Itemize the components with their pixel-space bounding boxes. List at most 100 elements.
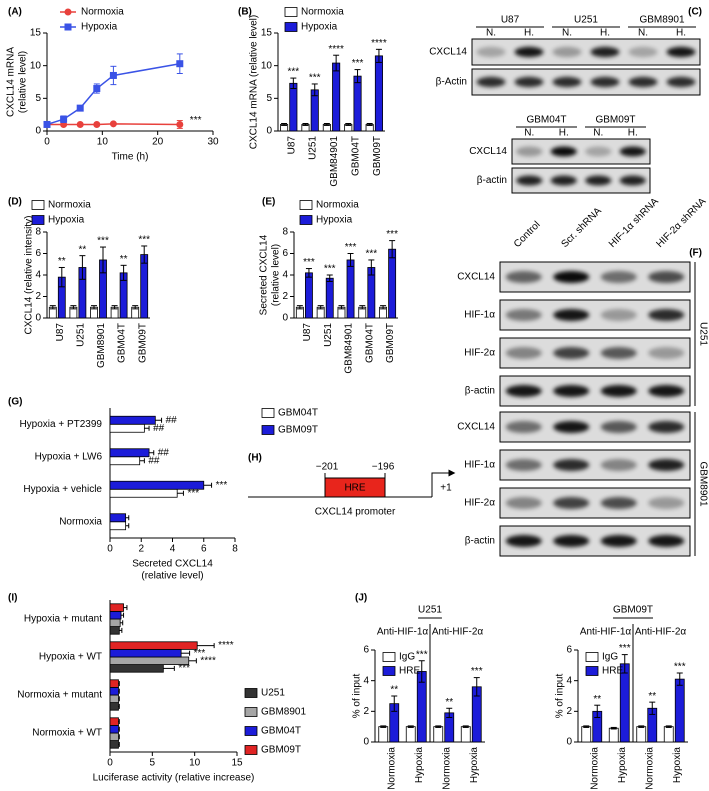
legend-swatch xyxy=(261,425,275,435)
x-tick-label: 5 xyxy=(150,758,156,769)
legend-label: GBM8901 xyxy=(261,707,306,718)
x-tick-label: U87 xyxy=(286,136,297,155)
blot-band xyxy=(553,309,590,321)
bar xyxy=(636,726,647,743)
lane-label: H. xyxy=(559,128,569,139)
significance: *** xyxy=(619,643,631,654)
bar xyxy=(353,75,362,132)
blot-band xyxy=(628,46,658,58)
row-label: CXCL14 xyxy=(457,272,495,283)
legend-swatch xyxy=(244,707,258,717)
legend-swatch xyxy=(585,652,599,662)
legend-swatch xyxy=(244,745,258,755)
y-tick-label: 5 xyxy=(35,93,41,104)
bar xyxy=(388,248,397,319)
y-axis-label: (relative level) xyxy=(18,51,29,113)
blot-band xyxy=(648,459,685,471)
row-label: HIF-1α xyxy=(464,460,495,471)
legend-label: Normoxia xyxy=(81,7,124,18)
bar xyxy=(109,603,124,612)
blot-band xyxy=(505,271,542,283)
legend-label: HRE xyxy=(602,666,623,677)
significance: *** xyxy=(345,242,357,253)
y-axis-label: % of input xyxy=(352,674,363,719)
legend-swatch xyxy=(284,7,298,17)
panel-label: (C) xyxy=(688,7,702,18)
x-tick-label: U251 xyxy=(308,136,319,160)
significance: ## xyxy=(153,423,165,434)
blot-band xyxy=(553,421,590,433)
cell-line-label: GBM04T xyxy=(526,115,566,126)
significance: ** xyxy=(79,244,87,255)
blot-band xyxy=(600,347,637,359)
promoter-label: CXCL14 promoter xyxy=(315,507,396,518)
blot-band xyxy=(648,421,685,433)
cell-line-label: U87 xyxy=(501,15,520,26)
data-point xyxy=(93,120,101,128)
y-tick-label: 15 xyxy=(261,28,273,39)
significance: ** xyxy=(120,254,128,265)
significance: **** xyxy=(371,38,387,49)
row-label: HIF-1α xyxy=(464,310,495,321)
bar xyxy=(109,456,141,466)
x-tick-label: 6 xyxy=(201,544,207,555)
x-tick-label: Hypoxia xyxy=(469,747,480,784)
legend-label: GBM04T xyxy=(261,726,301,737)
legend-label: HRE xyxy=(399,666,420,677)
x-tick-label: U87 xyxy=(302,323,313,342)
bar xyxy=(460,726,471,743)
significance: *** xyxy=(187,488,199,499)
lane-label: HIF-1α shRNA xyxy=(607,196,661,250)
x-tick-label: U251 xyxy=(323,323,334,347)
y-tick-label: 4 xyxy=(566,675,572,686)
blot-band xyxy=(600,535,637,547)
blot-band xyxy=(648,535,685,547)
bar xyxy=(304,272,313,319)
row-label: HIF-2α xyxy=(464,498,495,509)
bar xyxy=(374,55,383,132)
x-tick-label: GBM84901 xyxy=(329,136,340,187)
y-tick-label: 8 xyxy=(282,227,288,238)
blot-band xyxy=(666,46,696,58)
bar xyxy=(378,726,389,743)
blot-band xyxy=(619,175,646,186)
y-tick-label: 2 xyxy=(282,291,288,302)
x-tick-label: Hypoxia xyxy=(617,747,628,784)
lane-label: N. xyxy=(486,28,496,39)
bar xyxy=(109,732,119,741)
blot-band xyxy=(619,146,646,157)
legend-label: Hypoxia xyxy=(48,215,85,226)
x-tick-label: GBM84901 xyxy=(344,323,355,374)
bar xyxy=(346,259,355,319)
x-tick-label: 20 xyxy=(152,137,164,148)
row-label: β-actin xyxy=(465,536,495,547)
x-tick-label: 0 xyxy=(107,544,113,555)
panel-label: (H) xyxy=(248,453,262,464)
significance: *** xyxy=(309,73,321,84)
legend-label: IgG xyxy=(602,652,618,663)
x-axis-label: Luciferase activity (relative increase) xyxy=(93,773,255,784)
lane-label: HIF-2α shRNA xyxy=(654,196,708,250)
significance: ** xyxy=(58,256,66,267)
y-tick-label: 8 xyxy=(35,227,41,238)
blot-strip xyxy=(471,68,701,96)
y-axis-label: Secreted CXCL14 xyxy=(259,234,270,315)
x-tick-label: 2 xyxy=(138,544,144,555)
significance: *** xyxy=(303,257,315,268)
bar xyxy=(109,694,119,703)
bar xyxy=(109,649,182,658)
legend-label: Hypoxia xyxy=(301,22,338,33)
blot-band xyxy=(505,459,542,471)
y-tick-label: 6 xyxy=(35,248,41,259)
blot-band xyxy=(600,459,637,471)
panel-label: (E) xyxy=(262,197,275,208)
x-tick-label: 15 xyxy=(231,758,243,769)
bar xyxy=(109,448,150,458)
legend-swatch xyxy=(261,408,275,418)
cell-line-label: U251 xyxy=(574,15,598,26)
bar xyxy=(109,740,119,749)
legend-swatch xyxy=(299,215,313,225)
x-tick-label: Normoxia xyxy=(589,747,600,790)
lane-label: N. xyxy=(562,28,572,39)
